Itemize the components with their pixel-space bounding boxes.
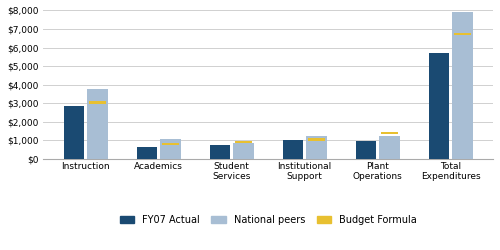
Bar [308, 138, 325, 141]
Bar [356, 141, 376, 159]
Bar [137, 147, 157, 159]
Bar [234, 141, 252, 144]
Bar [210, 145, 230, 159]
Bar [452, 12, 472, 159]
Bar [88, 101, 106, 103]
Bar [233, 143, 254, 159]
Bar [379, 136, 400, 159]
Bar [283, 140, 303, 159]
Bar [380, 132, 398, 134]
Bar [160, 139, 180, 159]
Legend: FY07 Actual, National peers, Budget Formula: FY07 Actual, National peers, Budget Form… [116, 211, 420, 229]
Bar [306, 136, 326, 159]
Bar [87, 89, 108, 159]
Bar [64, 106, 84, 159]
Bar [429, 53, 449, 159]
Bar [162, 143, 179, 145]
Bar [454, 33, 471, 35]
